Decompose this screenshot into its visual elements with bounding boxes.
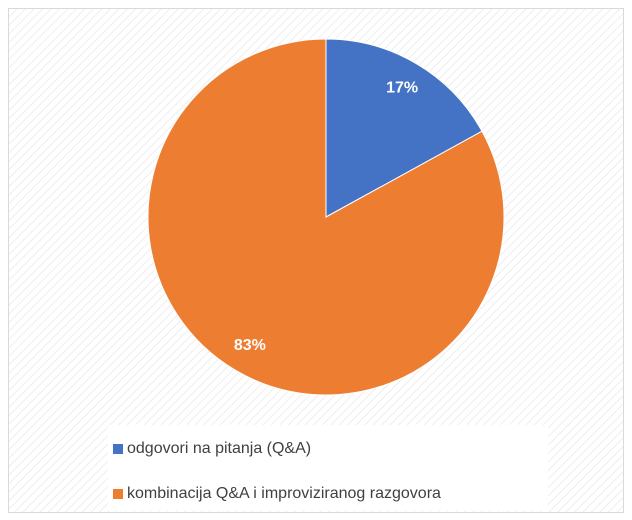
legend-box xyxy=(108,425,548,511)
pie: 17% 83% xyxy=(147,38,505,396)
legend-label: kombinacija Q&A i improviziranog razgovo… xyxy=(127,485,441,502)
legend-label: odgovori na pitanja (Q&A) xyxy=(127,440,311,457)
legend-swatch xyxy=(113,489,123,499)
legend-swatch xyxy=(113,444,123,454)
pie-slice xyxy=(325,38,483,218)
data-label: 83% xyxy=(234,337,266,354)
pie-slice xyxy=(147,38,505,396)
legend: odgovori na pitanja (Q&A) kombinacija Q&A… xyxy=(113,440,441,502)
data-label: 17% xyxy=(386,80,418,97)
